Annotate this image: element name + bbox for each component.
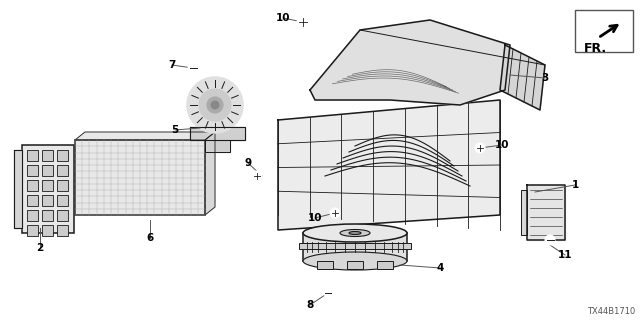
Text: 10: 10 xyxy=(276,13,291,23)
Bar xyxy=(42,150,53,161)
Ellipse shape xyxy=(340,229,370,236)
Ellipse shape xyxy=(349,231,361,235)
Text: 7: 7 xyxy=(168,60,176,70)
Bar xyxy=(42,195,53,206)
Text: FR.: FR. xyxy=(584,42,607,55)
Text: 10: 10 xyxy=(308,213,323,223)
Bar xyxy=(57,165,68,176)
Bar xyxy=(377,261,393,269)
Circle shape xyxy=(297,16,309,28)
Text: 9: 9 xyxy=(244,158,252,168)
Text: 11: 11 xyxy=(557,250,572,260)
Bar xyxy=(42,165,53,176)
Polygon shape xyxy=(14,150,22,228)
Bar xyxy=(27,195,38,206)
Bar xyxy=(27,210,38,221)
Bar xyxy=(75,140,205,215)
Text: 6: 6 xyxy=(147,233,154,243)
Circle shape xyxy=(324,289,332,297)
Ellipse shape xyxy=(303,252,407,270)
Text: 1: 1 xyxy=(572,180,579,190)
Circle shape xyxy=(545,235,555,245)
Bar xyxy=(57,180,68,191)
Text: 5: 5 xyxy=(172,125,179,135)
Bar xyxy=(303,233,407,261)
Bar xyxy=(57,225,68,236)
Bar xyxy=(27,150,38,161)
Bar xyxy=(57,210,68,221)
Bar xyxy=(57,195,68,206)
Text: 10: 10 xyxy=(495,140,509,150)
Bar xyxy=(42,180,53,191)
Bar xyxy=(575,10,633,52)
Bar xyxy=(299,243,411,249)
Circle shape xyxy=(199,89,231,121)
Polygon shape xyxy=(190,127,245,140)
Bar xyxy=(27,180,38,191)
Polygon shape xyxy=(278,100,500,230)
Bar xyxy=(27,225,38,236)
Bar xyxy=(347,261,363,269)
Polygon shape xyxy=(205,132,215,215)
Circle shape xyxy=(211,101,219,109)
Text: 4: 4 xyxy=(436,263,444,273)
Bar xyxy=(42,210,53,221)
Bar xyxy=(57,150,68,161)
Text: 2: 2 xyxy=(36,243,44,253)
Circle shape xyxy=(188,63,198,73)
Polygon shape xyxy=(310,20,510,105)
Bar xyxy=(317,261,333,269)
Bar xyxy=(521,190,527,235)
Circle shape xyxy=(187,77,243,133)
Text: 3: 3 xyxy=(541,73,548,83)
Bar xyxy=(42,225,53,236)
Ellipse shape xyxy=(303,224,407,242)
Bar xyxy=(27,165,38,176)
Text: TX44B1710: TX44B1710 xyxy=(587,307,635,316)
Polygon shape xyxy=(527,185,565,240)
Circle shape xyxy=(252,171,262,181)
Circle shape xyxy=(207,97,223,113)
Polygon shape xyxy=(500,45,545,110)
Circle shape xyxy=(330,208,340,218)
Polygon shape xyxy=(205,140,230,152)
Circle shape xyxy=(475,143,485,153)
Text: 8: 8 xyxy=(307,300,314,310)
FancyBboxPatch shape xyxy=(22,145,74,233)
Polygon shape xyxy=(75,132,215,140)
